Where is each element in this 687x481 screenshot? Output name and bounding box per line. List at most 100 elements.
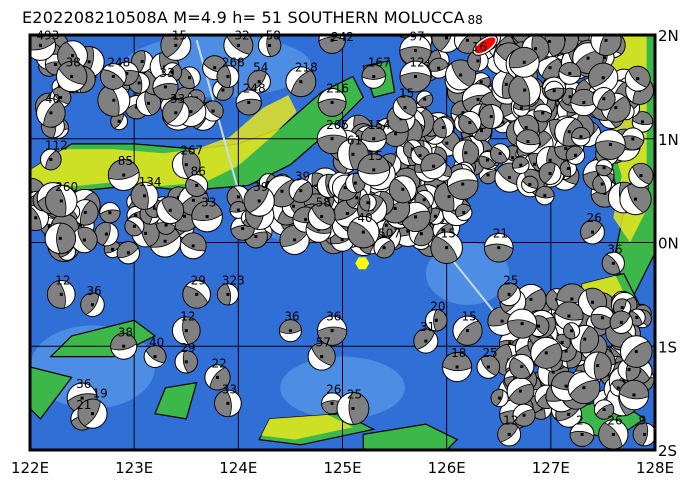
beachball: [478, 104, 504, 130]
compression-quadrant: [563, 322, 576, 340]
p-axis: [78, 223, 82, 227]
beachball: [490, 388, 509, 408]
p-axis: [579, 135, 583, 139]
p-axis: [366, 201, 370, 205]
compression-quadrant: [318, 36, 346, 54]
p-axis: [401, 187, 405, 191]
beachball: [288, 178, 314, 203]
p-axis: [508, 341, 512, 345]
beachball: [214, 389, 242, 418]
compression-quadrant: [182, 316, 201, 345]
compression-quadrant: [507, 35, 515, 36]
p-axis: [195, 183, 199, 187]
p-axis: [132, 224, 136, 228]
p-axis: [468, 121, 472, 125]
p-axis: [330, 137, 334, 141]
p-axis: [361, 230, 365, 234]
beachball: [182, 280, 211, 309]
compression-quadrant: [571, 127, 591, 140]
p-axis: [54, 62, 58, 66]
p-axis: [548, 172, 552, 176]
p-axis: [164, 223, 168, 227]
event-depth-label: 57: [316, 336, 331, 350]
compression-quadrant: [613, 298, 627, 316]
p-axis: [117, 119, 121, 123]
beachball: [425, 309, 448, 332]
beachball: [432, 116, 454, 139]
beachball: [580, 219, 605, 245]
p-axis: [522, 413, 526, 417]
event-depth-label: 16: [472, 40, 487, 54]
p-axis: [34, 216, 38, 220]
compression-quadrant: [107, 159, 140, 180]
beachball: [399, 35, 432, 67]
p-axis: [445, 246, 449, 250]
event-depth-label: 268: [222, 56, 245, 70]
p-axis: [382, 246, 386, 250]
event-depth-label: 260: [55, 180, 78, 194]
beachball: [490, 143, 511, 164]
p-axis: [548, 66, 552, 70]
compression-quadrant: [97, 84, 120, 117]
beachball: [452, 139, 480, 167]
compression-quadrant: [535, 186, 555, 199]
beachball: [361, 64, 386, 89]
beachball: [359, 193, 377, 212]
p-axis: [541, 27, 544, 30]
compression-quadrant: [99, 209, 121, 224]
p-axis: [91, 412, 94, 416]
event-depth-label: 36: [607, 242, 622, 256]
p-axis: [122, 173, 126, 177]
p-axis: [384, 223, 388, 227]
event-depth-label: 26: [326, 382, 341, 396]
p-axis: [528, 182, 532, 186]
beachball: [452, 315, 483, 346]
p-axis: [280, 189, 284, 193]
compression-quadrant: [522, 175, 539, 189]
p-axis: [372, 75, 376, 78]
event-depth-label: 9: [639, 413, 647, 427]
event-depth-label: 21: [493, 227, 508, 241]
beachball: [592, 174, 613, 194]
p-axis: [567, 412, 571, 416]
event-depth-label: 85: [118, 154, 133, 168]
lon-tick-label: 127E: [532, 459, 570, 477]
compression-quadrant: [455, 203, 472, 218]
event-depth-label: 248: [243, 81, 266, 95]
beachball: [94, 221, 119, 247]
compression-quadrant: [623, 340, 653, 368]
compression-quadrant: [559, 160, 572, 177]
beachball: [174, 350, 198, 374]
beachball: [216, 283, 239, 306]
p-axis: [532, 19, 535, 22]
event-depth-label: 15: [441, 227, 456, 241]
compression-quadrant: [478, 104, 495, 129]
p-axis: [143, 194, 147, 198]
p-axis: [152, 206, 156, 210]
p-axis: [226, 75, 230, 78]
event-depth-label: 134: [139, 175, 162, 189]
beachball: [247, 69, 271, 94]
beachball: [156, 196, 185, 225]
beachball: [416, 90, 434, 108]
p-axis: [601, 76, 605, 80]
beachball: [508, 73, 542, 107]
p-axis: [600, 316, 604, 320]
beachball: [399, 60, 432, 93]
p-axis: [573, 153, 577, 157]
p-axis: [134, 213, 138, 217]
beachball: [569, 422, 595, 447]
p-axis: [236, 195, 240, 199]
lat-tick-label: 0N: [658, 235, 679, 253]
p-axis: [257, 80, 261, 84]
compression-quadrant: [191, 200, 223, 222]
p-axis: [111, 75, 115, 78]
beachball: [388, 175, 417, 204]
compression-quadrant: [512, 156, 530, 169]
p-axis: [59, 199, 63, 203]
p-axis: [108, 211, 112, 215]
p-axis: [226, 292, 230, 296]
p-axis: [479, 80, 483, 84]
p-axis: [191, 198, 195, 202]
p-axis: [591, 230, 594, 234]
